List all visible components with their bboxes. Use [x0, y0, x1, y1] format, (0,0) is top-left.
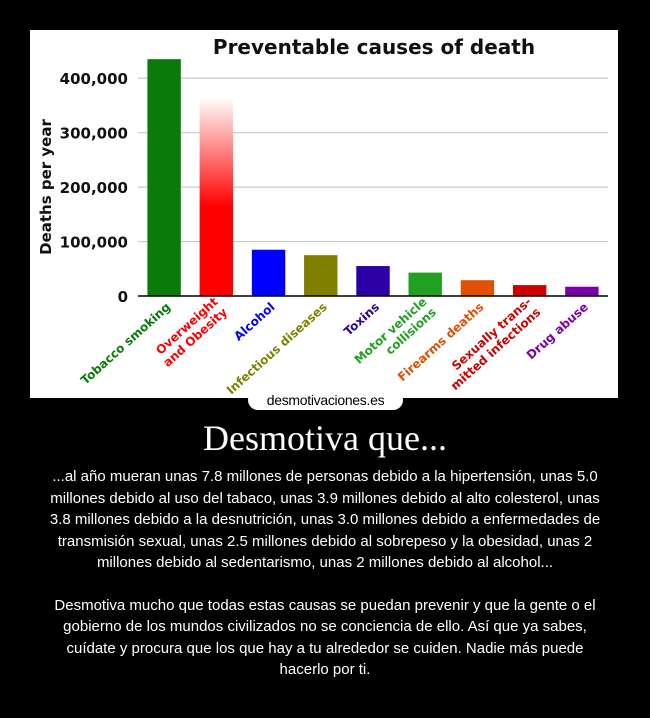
bar — [408, 272, 442, 296]
motto-title: Desmotiva que... — [203, 418, 447, 458]
y-tick-label: 400,000 — [60, 70, 128, 88]
bar — [565, 286, 599, 296]
motto-paragraph-1: ...al año mueran unas 7.8 millones de pe… — [49, 468, 601, 571]
y-axis-label: Deaths per year — [37, 119, 55, 255]
bar — [304, 255, 338, 296]
x-tick-label: Sexually trans-mitted infections — [438, 295, 543, 393]
bar — [460, 280, 495, 296]
bar — [512, 285, 547, 296]
x-tick-label: Toxins — [341, 300, 382, 339]
bar — [147, 59, 181, 297]
site-watermark: desmotivaciones.es — [248, 390, 403, 410]
motto-paragraph-2: Desmotiva mucho que todas estas causas s… — [54, 596, 596, 679]
x-tick-label: Infectious diseases — [224, 300, 330, 396]
y-tick-label: 300,000 — [60, 125, 128, 143]
bar — [251, 249, 286, 296]
bar — [356, 266, 390, 296]
y-tick-label: 100,000 — [60, 234, 128, 252]
x-tick-label: Alcohol — [231, 300, 277, 344]
chart-title: Preventable causes of death — [213, 35, 535, 59]
y-tick-label: 200,000 — [60, 179, 128, 197]
motto-body: ...al año mueran unas 7.8 millones de pe… — [40, 466, 610, 681]
y-tick-label: 0 — [118, 288, 128, 306]
bar-chart: Preventable causes of death Deaths per y… — [32, 32, 616, 396]
bar — [199, 97, 234, 297]
